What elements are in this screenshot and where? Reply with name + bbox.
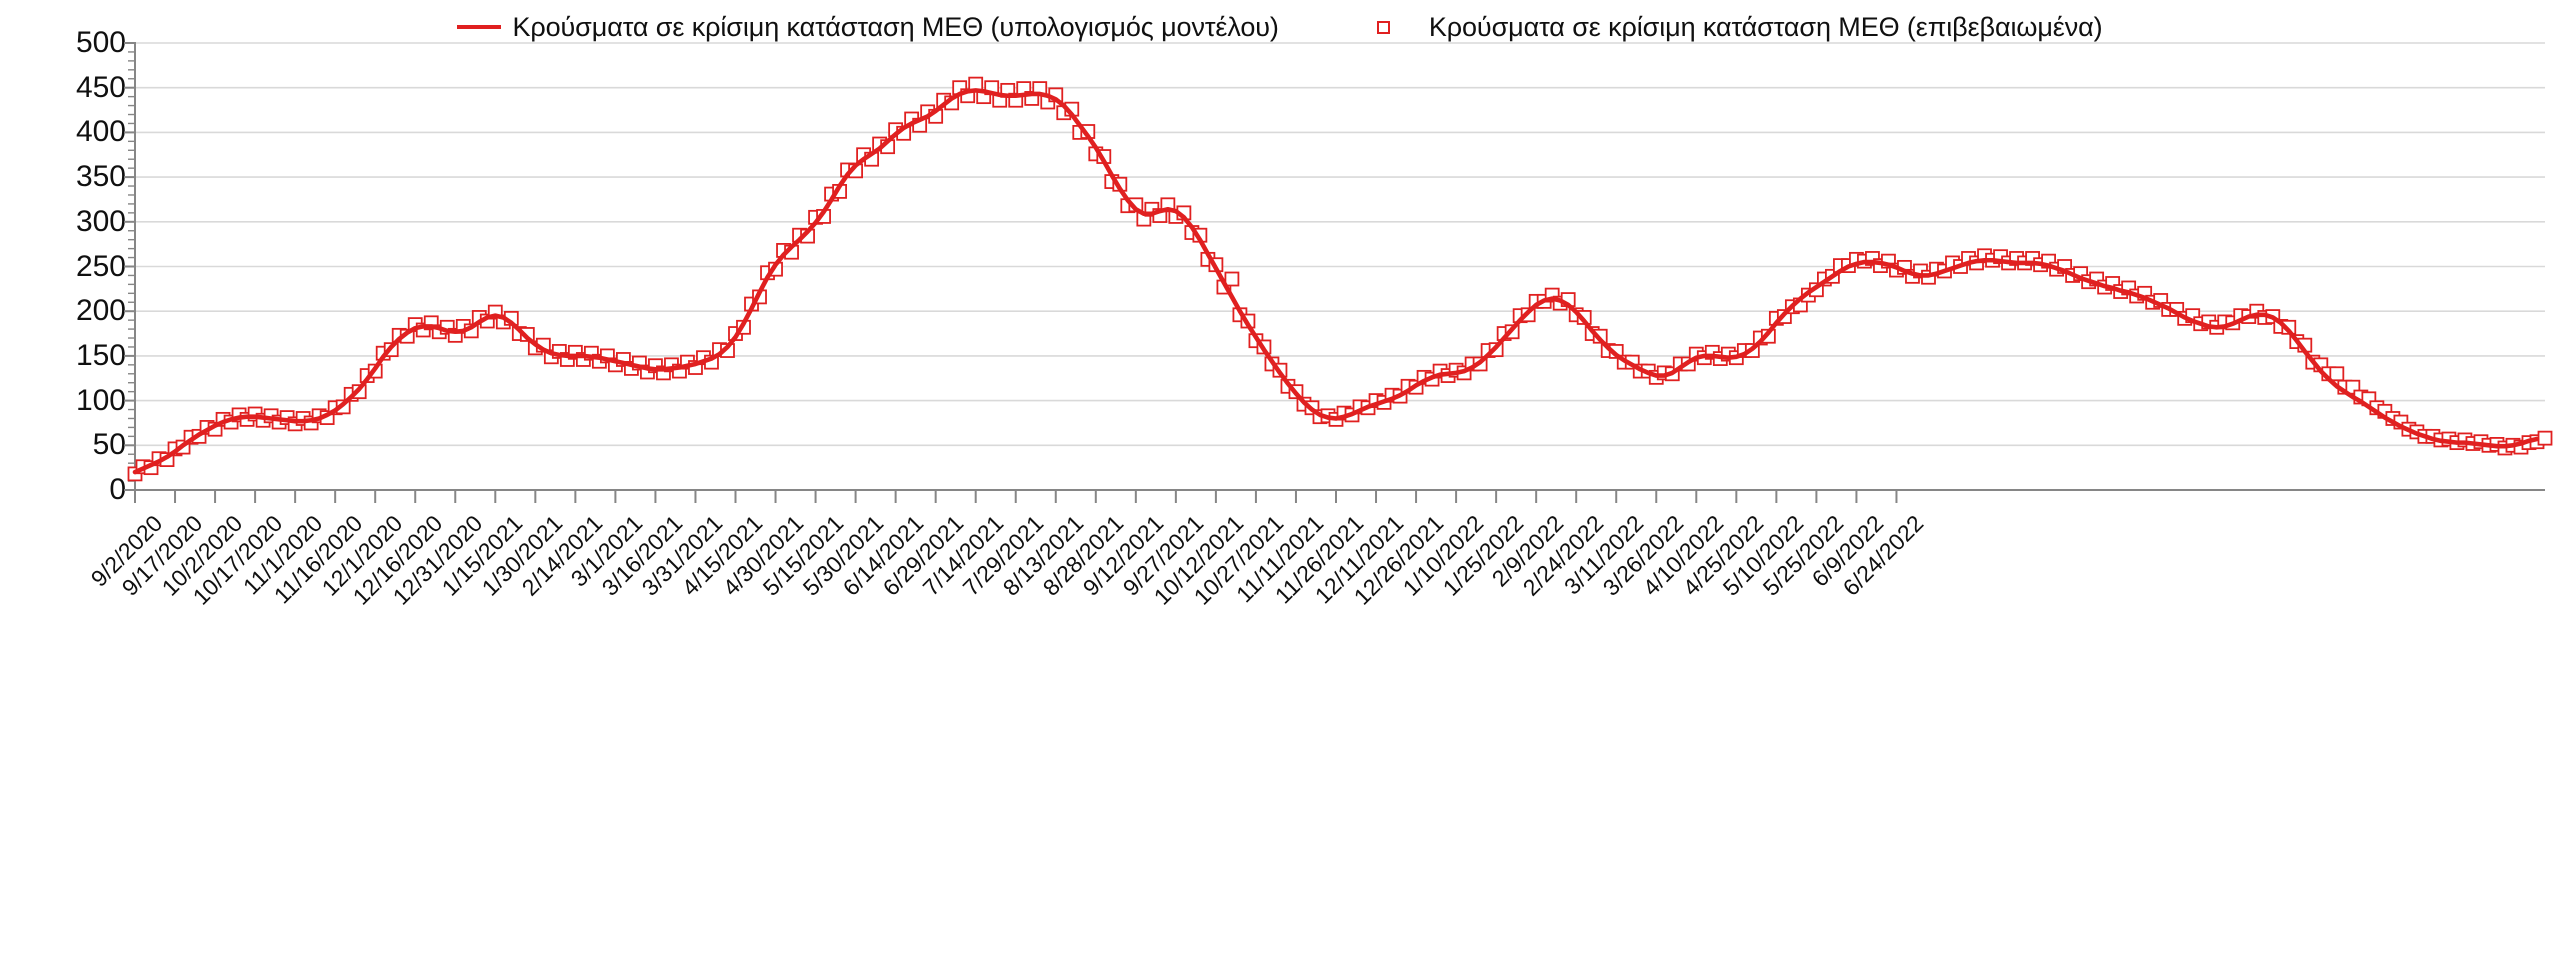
- y-tick-label: 500: [75, 26, 126, 59]
- model-line: [132, 88, 2540, 475]
- y-tick-label: 300: [75, 204, 126, 238]
- y-tick-label: 150: [75, 338, 126, 372]
- grid-lines: [135, 42, 2545, 447]
- confirmed-markers: [127, 76, 2553, 482]
- y-tick-label: 200: [75, 294, 126, 328]
- y-tick-label: 450: [75, 70, 126, 104]
- y-axis-tick-labels: 0 50 100 150 200 250 300 350 400 450 500: [36, 0, 126, 953]
- x-axis: [134, 489, 2545, 503]
- y-tick-label: 350: [75, 160, 126, 194]
- y-tick-label: 0: [109, 473, 126, 506]
- y-tick-label: 400: [75, 115, 126, 149]
- y-tick-label: 250: [75, 249, 126, 283]
- y-tick-label: 100: [75, 383, 126, 417]
- y-tick-label: 50: [92, 428, 126, 462]
- y-axis: [124, 42, 136, 491]
